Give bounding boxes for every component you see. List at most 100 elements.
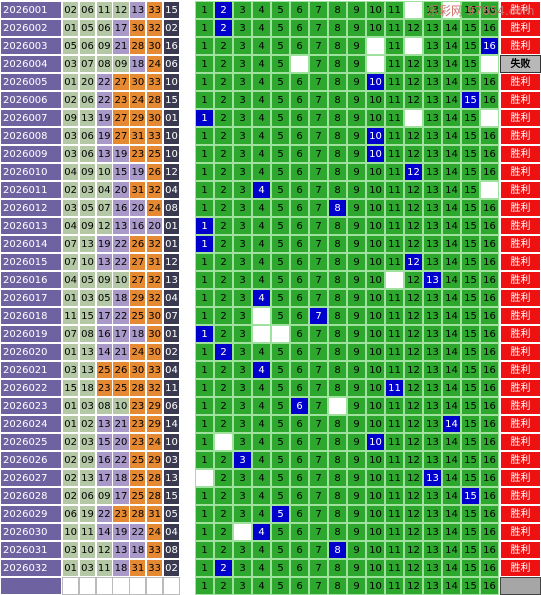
grid-number bbox=[480, 55, 499, 73]
grid-number: 4 bbox=[252, 145, 271, 163]
grid-number: 4 bbox=[252, 37, 271, 55]
draw-number: 13 bbox=[95, 145, 113, 163]
grid-number: 5 bbox=[271, 1, 290, 19]
result-badge: 胜利 bbox=[500, 415, 541, 433]
draw-number: 07 bbox=[62, 253, 80, 271]
grid-number: 9 bbox=[347, 253, 366, 271]
draw-number: 15 bbox=[162, 91, 181, 109]
grid-number: 13 bbox=[423, 343, 442, 361]
grid-number: 8 bbox=[328, 199, 347, 217]
grid-number bbox=[328, 397, 347, 415]
grid-number: 1 bbox=[195, 541, 214, 559]
grid-number: 8 bbox=[328, 253, 347, 271]
grid-number: 3 bbox=[233, 73, 252, 91]
draw-number: 07 bbox=[78, 55, 97, 73]
draw-number: 13 bbox=[95, 253, 113, 271]
grid-number: 15 bbox=[461, 91, 480, 109]
grid-number: 4 bbox=[252, 523, 271, 541]
grid-number: 3 bbox=[233, 433, 252, 451]
grid-number: 14 bbox=[442, 361, 461, 379]
draw-number: 06 bbox=[78, 37, 97, 55]
result-badge: 胜利 bbox=[500, 109, 541, 127]
draw-number: 15 bbox=[162, 1, 181, 19]
grid-number: 1 bbox=[195, 91, 214, 109]
draw-number: 31 bbox=[146, 253, 164, 271]
period-cell: 2026017 bbox=[0, 289, 62, 307]
draw-number: 03 bbox=[78, 397, 97, 415]
draw-number: 03 bbox=[162, 451, 181, 469]
grid-number bbox=[233, 523, 252, 541]
grid-number: 6 bbox=[290, 559, 309, 577]
draw-number: 32 bbox=[146, 379, 164, 397]
grid-number: 9 bbox=[347, 415, 366, 433]
grid-number: 15 bbox=[461, 235, 480, 253]
grid-number: 1 bbox=[195, 235, 214, 253]
grid-number: 14 bbox=[442, 487, 461, 505]
grid-number: 4 bbox=[252, 559, 271, 577]
draw-number: 33 bbox=[146, 541, 164, 559]
grid-number bbox=[404, 37, 423, 55]
grid-number: 12 bbox=[404, 271, 423, 289]
draw-number: 03 bbox=[62, 55, 80, 73]
grid-number: 2 bbox=[214, 199, 233, 217]
grid-number: 3 bbox=[233, 199, 252, 217]
grid-number bbox=[195, 469, 214, 487]
grid-number: 15 bbox=[461, 505, 480, 523]
grid-number: 5 bbox=[271, 55, 290, 73]
grid-number: 15 bbox=[461, 37, 480, 55]
grid-number: 10 bbox=[366, 379, 385, 397]
draw-number: 09 bbox=[95, 271, 113, 289]
draw-number: 30 bbox=[129, 73, 147, 91]
period-cell: 2026019 bbox=[0, 325, 62, 343]
grid-number: 13 bbox=[423, 433, 442, 451]
draw-number: 23 bbox=[129, 415, 147, 433]
grid-number: 2 bbox=[214, 325, 233, 343]
grid-number: 8 bbox=[328, 19, 347, 37]
grid-number: 2 bbox=[214, 523, 233, 541]
grid-number: 12 bbox=[404, 73, 423, 91]
draw-number: 17 bbox=[112, 19, 130, 37]
grid-number: 2 bbox=[214, 541, 233, 559]
grid-number: 13 bbox=[423, 55, 442, 73]
draw-number: 22 bbox=[95, 91, 113, 109]
grid-number: 1 bbox=[195, 559, 214, 577]
grid-number: 15 bbox=[461, 145, 480, 163]
draw-number: 09 bbox=[78, 163, 97, 181]
grid-number: 1 bbox=[195, 415, 214, 433]
grid-number bbox=[214, 433, 233, 451]
grid-number: 1 bbox=[195, 307, 214, 325]
grid-number: 6 bbox=[290, 505, 309, 523]
period-cell: 2026011 bbox=[0, 181, 62, 199]
result-badge: 胜利 bbox=[500, 235, 541, 253]
grid-number: 5 bbox=[271, 217, 290, 235]
draw-number: 30 bbox=[146, 343, 164, 361]
grid-number: 16 bbox=[480, 433, 499, 451]
grid-number: 9 bbox=[347, 397, 366, 415]
draw-number: 06 bbox=[162, 397, 181, 415]
grid-number: 12 bbox=[404, 379, 423, 397]
grid-number: 12 bbox=[404, 289, 423, 307]
grid-number: 12 bbox=[404, 433, 423, 451]
grid-number: 9 bbox=[347, 523, 366, 541]
grid-number: 7 bbox=[309, 271, 328, 289]
grid-number: 8 bbox=[328, 343, 347, 361]
grid-number: 4 bbox=[252, 343, 271, 361]
draw-number: 13 bbox=[78, 235, 97, 253]
draw-number: 12 bbox=[162, 253, 181, 271]
draw-number: 01 bbox=[62, 343, 80, 361]
period-cell: 2026025 bbox=[0, 433, 62, 451]
draw-number: 20 bbox=[146, 217, 164, 235]
draw-number: 18 bbox=[129, 325, 147, 343]
grid-number: 3 bbox=[233, 289, 252, 307]
result-badge: 胜利 bbox=[500, 541, 541, 559]
draw-number: 33 bbox=[146, 1, 164, 19]
grid-number: 2 bbox=[214, 1, 233, 19]
draw-number: 02 bbox=[162, 559, 181, 577]
grid-number: 2 bbox=[214, 163, 233, 181]
grid-number: 7 bbox=[309, 505, 328, 523]
grid-number: 10 bbox=[366, 289, 385, 307]
grid-number: 16 bbox=[480, 145, 499, 163]
grid-number: 16 bbox=[480, 325, 499, 343]
grid-number: 9 bbox=[347, 73, 366, 91]
period-cell bbox=[0, 577, 62, 595]
